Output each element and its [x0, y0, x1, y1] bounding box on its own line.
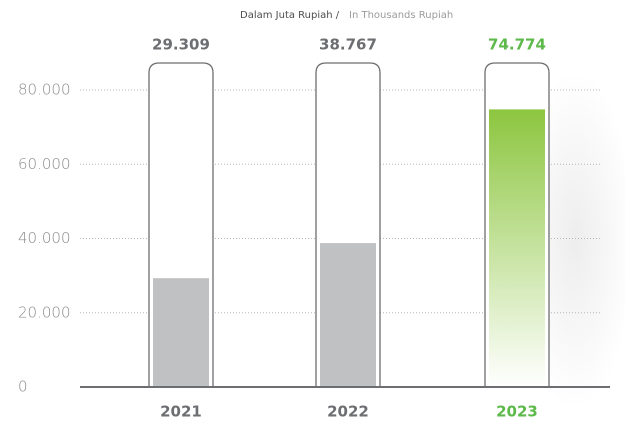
subtitle: Dalam Juta Rupiah /: [240, 10, 340, 21]
y-tick-label: 60.000: [18, 155, 71, 173]
value-label: 29.309: [152, 36, 210, 54]
y-tick-label: 40.000: [18, 229, 71, 247]
bar: [489, 109, 545, 388]
bar: [320, 243, 376, 387]
bar: [153, 278, 209, 387]
x-tick-label: 2021: [160, 403, 202, 421]
x-tick-label: 2022: [327, 403, 369, 421]
subtitle: In Thousands Rupiah: [349, 10, 453, 21]
y-tick-label: 80.000: [18, 81, 71, 99]
value-label: 74.774: [488, 36, 546, 54]
y-tick-label: 20.000: [18, 303, 71, 321]
y-tick-label: 0: [18, 378, 28, 396]
value-label: 38.767: [319, 36, 377, 54]
x-tick-label: 2023: [496, 403, 538, 421]
